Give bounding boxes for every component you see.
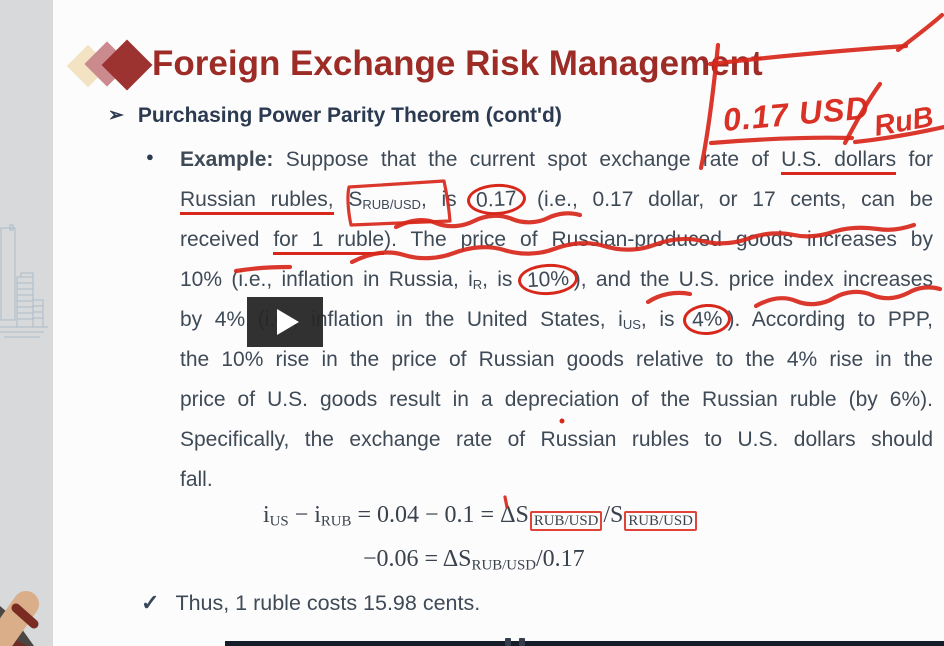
- buildings-sketch-icon: [0, 224, 48, 338]
- ppp-equation-line1: iUS − iRUB = 0.04 − 0.1 = ΔS RUB/USD/S RUB…: [263, 502, 698, 532]
- body-line: Specifically, the exchange rate of Russi…: [180, 428, 933, 451]
- presenter-hand: [0, 591, 39, 646]
- left-rail: [0, 0, 53, 646]
- footer-page-number-partial: [519, 638, 525, 646]
- bottom-bar: [225, 641, 944, 646]
- conclusion-text: Thus, 1 ruble costs 15.98 cents.: [175, 591, 481, 615]
- bullet-icon: ●: [146, 149, 154, 164]
- body-line: the 10% rise in the price of Russian goo…: [180, 348, 933, 371]
- checkmark-icon: ✓: [141, 590, 160, 615]
- section-heading-label: Purchasing Power Parity Theorem (cont'd): [137, 104, 562, 127]
- body-line: price of U.S. goods result in a deprecia…: [180, 388, 933, 411]
- play-button[interactable]: [247, 297, 323, 347]
- play-icon: [277, 309, 299, 335]
- footer-page-number-partial: [505, 638, 511, 646]
- slide: Foreign Exchange Risk Management ➢ Purcha…: [53, 0, 944, 646]
- body-line: Russian rubles, SRUB/USD, is 0.17 (i.e.,…: [180, 180, 933, 220]
- arrow-bullet-icon: ➢: [108, 105, 124, 126]
- slide-title: Foreign Exchange Risk Management: [152, 44, 763, 83]
- ppp-equation-line2: −0.06 = ΔSRUB/USD/0.17: [363, 546, 585, 574]
- body-line: 10% (i.e., inflation in Russia, iR, is 1…: [180, 260, 933, 300]
- conclusion-line: ✓ Thus, 1 ruble costs 15.98 cents.: [141, 590, 480, 616]
- body-line: Example: Suppose that the current spot e…: [180, 140, 933, 180]
- body-line: received for 1 ruble). The price of Russ…: [180, 220, 933, 260]
- body-line: fall.: [180, 468, 213, 491]
- section-heading: ➢ Purchasing Power Parity Theorem (cont'd…: [108, 104, 562, 128]
